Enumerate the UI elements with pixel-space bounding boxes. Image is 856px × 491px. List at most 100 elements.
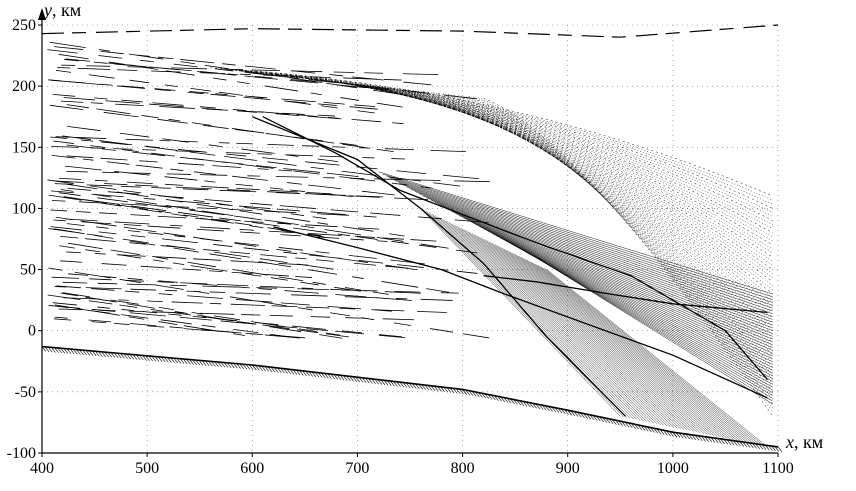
hatch-mark	[91, 350, 97, 357]
ray-dash	[98, 231, 117, 235]
ray-dash	[48, 79, 63, 82]
ray-dash	[227, 189, 251, 192]
ray-dash	[201, 107, 223, 111]
ray-dash	[171, 213, 188, 217]
hatch-mark	[589, 414, 595, 421]
ray-dash	[311, 139, 335, 144]
ray-dash	[100, 50, 124, 55]
hatch-mark	[261, 365, 266, 372]
ray-dash	[430, 328, 454, 333]
ray-dash	[201, 324, 216, 328]
ray-dash	[54, 316, 68, 319]
hatch-mark	[608, 418, 614, 425]
ray-dash	[240, 314, 261, 316]
ray-dash	[98, 55, 123, 59]
ray-converging	[495, 235, 773, 377]
hatch-mark	[701, 436, 706, 442]
ray-dash	[130, 205, 166, 212]
ray-dash	[145, 146, 178, 151]
series-shadow-edge	[252, 116, 626, 417]
ray-converging	[418, 193, 773, 323]
ray-dash	[48, 267, 63, 271]
ray-dash	[126, 181, 153, 185]
ray-dash	[339, 307, 356, 310]
ray-curve	[377, 86, 773, 331]
ray-dash	[339, 176, 376, 182]
ray-dash	[233, 215, 253, 219]
ray-dash	[232, 109, 247, 111]
hatch-mark	[330, 373, 335, 380]
ray-dash	[227, 73, 239, 76]
ray-dash	[335, 84, 367, 89]
ray-dash	[309, 254, 342, 259]
hatch-mark	[63, 348, 69, 354]
ray-dash	[60, 100, 84, 103]
ray-dash	[173, 63, 198, 68]
ray-dash	[124, 290, 140, 293]
ray-dash	[370, 212, 401, 216]
hatch-mark	[186, 359, 191, 365]
ray-dash	[282, 112, 305, 115]
ray-dash	[275, 176, 309, 178]
ray-dash	[252, 96, 264, 99]
hatch-mark	[361, 377, 367, 383]
ray-dash	[269, 314, 293, 317]
ray-dash	[244, 65, 276, 70]
ray-dash	[385, 265, 409, 269]
ray-dash	[135, 164, 163, 169]
ray-dash	[239, 228, 254, 231]
hatch-mark	[396, 381, 401, 387]
ray-dash	[175, 150, 206, 153]
ray-dash	[285, 154, 299, 157]
ray-steep	[471, 233, 681, 429]
hatch-mark	[346, 375, 351, 382]
ray-dash	[152, 256, 187, 259]
ray-dash	[82, 158, 94, 161]
ray-dash	[60, 189, 74, 192]
ray-curve	[483, 98, 773, 417]
ray-steep	[506, 249, 721, 438]
ray-dash	[307, 233, 342, 236]
ray-dash	[179, 316, 212, 321]
ray-dash	[147, 325, 165, 328]
hatch-mark	[239, 363, 244, 370]
ray-dash	[234, 242, 260, 246]
ray-dash	[117, 204, 149, 210]
hatch-mark	[545, 405, 550, 411]
hatch-mark	[104, 351, 110, 358]
hatch-mark	[139, 354, 144, 361]
ray-dash	[310, 92, 322, 96]
hatch-mark	[640, 425, 646, 431]
ray-dash	[260, 254, 287, 258]
ray-dash	[140, 66, 158, 70]
ray-converging	[406, 186, 773, 314]
ray-dash	[193, 199, 205, 203]
ray-converging	[515, 246, 773, 391]
ray-dash	[190, 87, 212, 92]
ray-dash	[115, 103, 144, 107]
x-axis-unit: , км	[794, 432, 823, 452]
hatch-mark	[274, 367, 279, 373]
ray-dash	[180, 282, 208, 285]
ray-converging	[414, 191, 773, 320]
ray-dash	[189, 209, 225, 216]
ray-dash	[296, 263, 334, 270]
ray-dash	[278, 247, 304, 251]
hatch-mark	[295, 369, 301, 376]
ray-dash	[196, 228, 224, 232]
ray-dash	[324, 229, 362, 236]
ray-steep	[492, 243, 705, 434]
hatch-mark	[233, 363, 238, 369]
hatch-mark	[659, 429, 665, 435]
ray-dash	[276, 325, 298, 329]
hatch-mark	[720, 438, 725, 445]
ray-dash	[341, 170, 377, 176]
hatch-mark	[529, 402, 534, 408]
ray-dash	[122, 238, 149, 244]
ray-dash	[128, 53, 164, 60]
ray-dash	[171, 301, 203, 304]
ray-dash	[420, 298, 453, 301]
ray-dash	[158, 306, 175, 311]
ray-dash	[219, 217, 241, 222]
ray-dash	[56, 305, 69, 309]
